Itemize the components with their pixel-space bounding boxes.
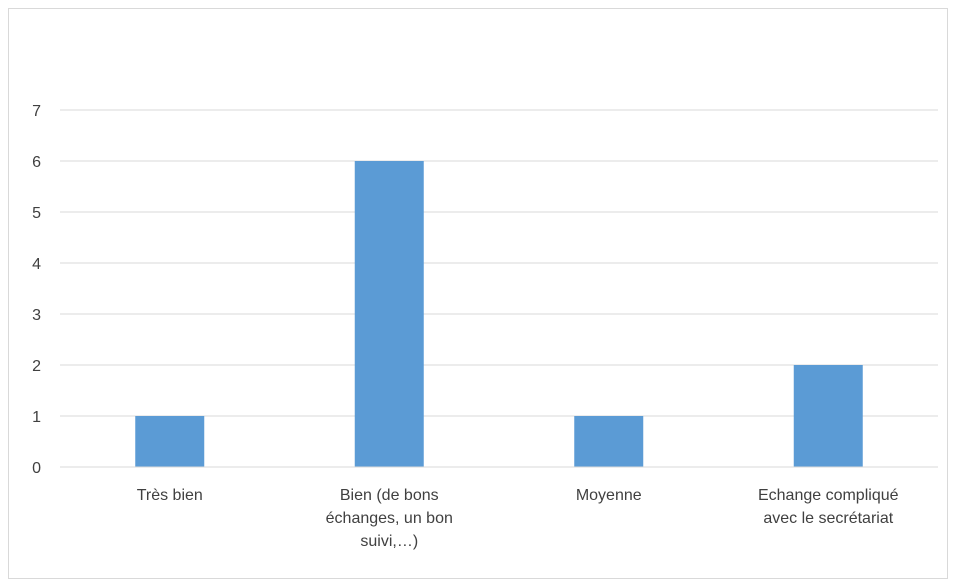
y-tick-label: 7 <box>32 103 41 120</box>
chart-frame <box>8 8 948 579</box>
y-tick-label: 0 <box>32 460 41 477</box>
bars <box>135 161 863 467</box>
x-tick-label: Moyenne <box>576 487 642 504</box>
bar <box>354 161 424 467</box>
x-tick-label-line: Très bien <box>137 487 203 504</box>
x-tick-label-line: Echange compliqué <box>758 487 899 504</box>
y-axis-ticks: 0 1 2 3 4 5 6 7 <box>32 103 41 477</box>
x-tick-label-line: suivi,…) <box>360 533 418 550</box>
bar <box>793 365 863 467</box>
x-tick-label: Echange compliqué avec le secrétariat <box>758 487 899 527</box>
x-tick-label-line: échanges, un bon <box>326 510 453 527</box>
y-tick-label: 4 <box>32 256 41 273</box>
y-tick-label: 6 <box>32 154 41 171</box>
y-tick-label: 5 <box>32 205 41 222</box>
y-tick-label: 1 <box>32 409 41 426</box>
x-tick-label-line: avec le secrétariat <box>763 510 893 527</box>
x-axis-ticks: Très bien Bien (de bons échanges, un bon su… <box>137 487 899 550</box>
x-tick-label-line: Bien (de bons <box>340 487 439 504</box>
y-tick-label: 2 <box>32 358 41 375</box>
bar <box>574 416 644 467</box>
y-tick-label: 3 <box>32 307 41 324</box>
x-tick-label: Très bien <box>137 487 203 504</box>
gridlines <box>60 109 938 417</box>
x-tick-label-line: Moyenne <box>576 487 642 504</box>
x-tick-label: Bien (de bons échanges, un bon suivi,…) <box>326 487 453 550</box>
bar <box>135 416 205 467</box>
